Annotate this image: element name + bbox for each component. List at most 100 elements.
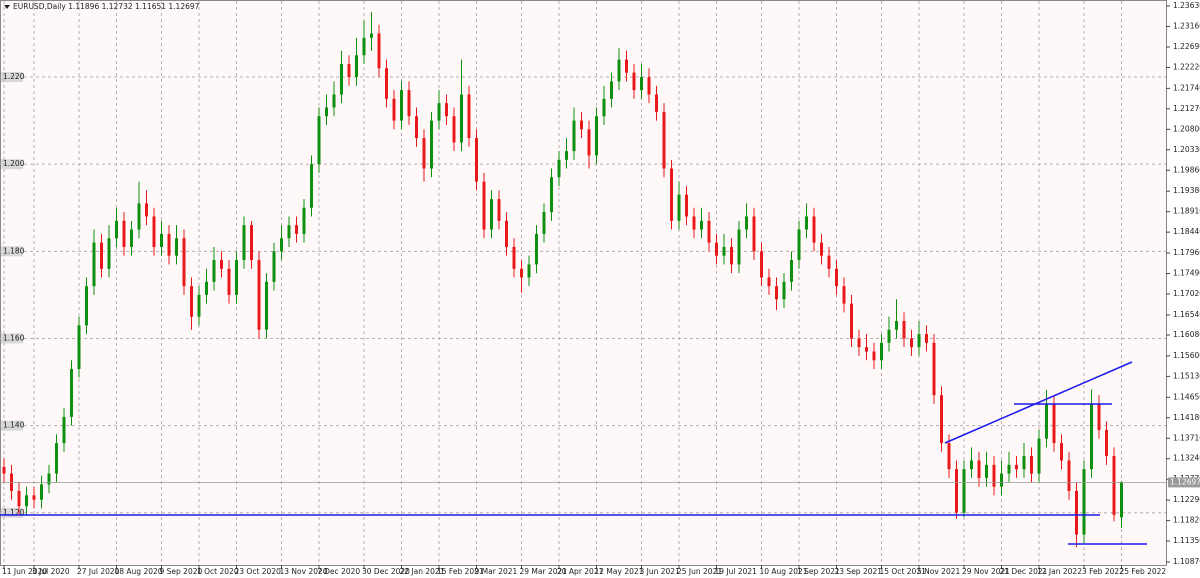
level-label: 1.160: [3, 333, 25, 342]
candle-body: [385, 68, 388, 99]
candle-body: [205, 281, 208, 295]
candle-body: [70, 368, 73, 417]
y-tick-label: 1.16080: [1173, 330, 1200, 339]
candle-body: [625, 59, 628, 73]
candle-body: [257, 260, 261, 330]
candle-body: [752, 216, 756, 252]
candle-body: [962, 469, 966, 513]
candle-body: [137, 203, 141, 230]
candle-body: [160, 233, 163, 247]
candle-body: [400, 90, 403, 121]
candle-body: [932, 342, 936, 396]
y-tick-label: 1.11820: [1173, 516, 1200, 525]
y-tick-label: 1.22690: [1173, 42, 1200, 51]
candle-body: [917, 334, 921, 348]
candle-body: [1037, 438, 1041, 474]
candle-body: [422, 138, 426, 169]
x-tick-label: 7 Dec 2020: [317, 567, 360, 576]
x-tick-label: 30 Dec 2020: [362, 567, 410, 576]
candle-body: [872, 351, 876, 361]
y-tick-label: 1.18440: [1173, 227, 1200, 236]
x-tick-label: 20 Apr 2021: [557, 567, 604, 576]
candle-body: [212, 260, 216, 282]
candle-body: [1075, 490, 1078, 535]
x-tick-label: 3 Feb 2022: [1082, 567, 1124, 576]
candle-body: [745, 216, 748, 230]
candle-body: [25, 495, 28, 507]
x-tick-label: 29 Mar 2021: [520, 567, 568, 576]
last-price-box: [1168, 477, 1200, 488]
candle-body: [820, 242, 823, 256]
candle-body: [332, 94, 336, 108]
candle-body: [580, 120, 583, 130]
candle-body: [542, 212, 546, 234]
y-tick-label: 1.23160: [1173, 21, 1200, 30]
y-tick-label: 1.20800: [1173, 124, 1200, 133]
candle-body: [557, 159, 561, 178]
y-tick-label: 1.11350: [1173, 536, 1200, 545]
x-tick-label: 18 Aug 2020: [115, 567, 163, 576]
candle-body: [805, 216, 808, 230]
candle-body: [437, 103, 441, 121]
x-tick-label: 11 Jun 2020: [2, 567, 47, 576]
candle-body: [632, 72, 636, 91]
x-tick-label: 23 Sep 2021: [835, 567, 883, 576]
candle-body: [55, 443, 58, 474]
candle-body: [647, 77, 651, 95]
candle-body: [595, 116, 598, 156]
candle-body: [812, 216, 816, 243]
candle-body: [640, 77, 643, 91]
candle-body: [1067, 460, 1071, 491]
candle-body: [760, 251, 763, 278]
candle-body: [415, 116, 418, 139]
candle-body: [362, 37, 366, 56]
candle-body: [17, 490, 21, 507]
candle-body: [460, 94, 463, 143]
y-tick-label: 1.16540: [1173, 310, 1200, 319]
candle-body: [857, 338, 861, 348]
price-axis: 1.23630 1.23160 1.22690 1.22220 1.21740 1.212…: [0, 1, 1200, 566]
y-tick-label: 1.22220: [1173, 62, 1200, 71]
candle-body: [407, 90, 411, 117]
candle-body: [587, 129, 591, 156]
candle-body: [572, 120, 576, 152]
candle-body: [377, 33, 381, 69]
y-tick-label: 1.19380: [1173, 186, 1200, 195]
x-tick-label: 3 Jun 2021: [640, 567, 681, 576]
candle-body: [790, 260, 793, 282]
candle-body: [250, 225, 253, 261]
y-tick-label: 1.20330: [1173, 145, 1200, 154]
x-tick-label: 21 Dec 2021: [1000, 567, 1048, 576]
candle-body: [610, 81, 613, 99]
x-tick-label: 15 Oct 2021: [880, 567, 927, 576]
candle-body: [617, 59, 621, 82]
candle-body: [445, 103, 448, 117]
candle-body: [940, 395, 943, 444]
y-tick-label: 1.15600: [1173, 351, 1200, 360]
candle-body: [107, 238, 111, 269]
candle-body: [955, 469, 958, 513]
candle-body: [392, 98, 396, 121]
level-label-bg: [1, 333, 23, 344]
x-tick-label: 1 Oct 2020: [197, 567, 239, 576]
candle-body: [992, 464, 996, 487]
candle-body: [430, 120, 433, 169]
candle-body: [535, 233, 538, 265]
x-tick-label: 12 Jan 2022: [1037, 567, 1082, 576]
candle-body: [85, 286, 88, 326]
candle-body: [370, 33, 373, 38]
candle-body: [115, 220, 118, 239]
candle-body: [130, 229, 133, 247]
candle-body: [40, 484, 43, 500]
candle-body: [92, 242, 96, 287]
candle-body: [1022, 456, 1026, 470]
y-tick-label: 1.17490: [1173, 269, 1200, 278]
candle-body: [730, 246, 733, 265]
candle-body: [662, 111, 666, 169]
candle-body: [475, 138, 478, 182]
candle-body: [670, 168, 673, 221]
level-label: 1.180: [3, 246, 25, 255]
candle-body: [527, 264, 531, 278]
candle-body: [145, 203, 148, 217]
